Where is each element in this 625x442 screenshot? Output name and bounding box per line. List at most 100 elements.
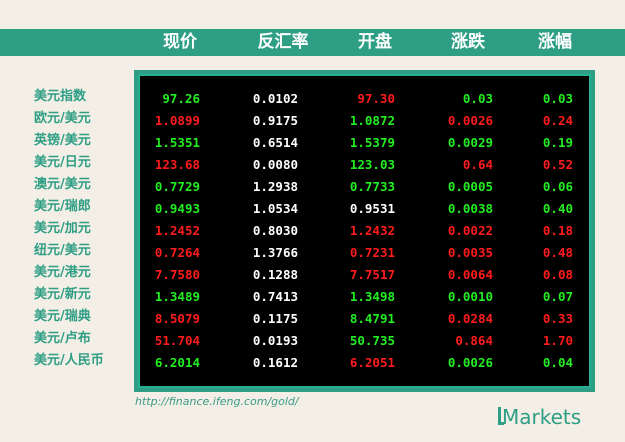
change-value: 0.0064	[447, 267, 493, 282]
price-value: 6.2014	[154, 355, 200, 370]
logo-text: Markets	[502, 405, 582, 429]
change-percent-value: 0.33	[542, 311, 573, 326]
quote-row: 123.68 0.0080 123.03 0.64 0.52	[140, 154, 589, 176]
open-value: 50.735	[349, 333, 395, 348]
open-value: 1.0872	[349, 113, 395, 128]
currency-pair-label: 欧元/美元	[34, 111, 91, 126]
quote-row: 97.26 0.0102 97.30 0.03 0.03	[140, 88, 589, 110]
quote-row: 6.2014 0.1612 6.2051 0.0026 0.04	[140, 352, 589, 374]
price-value: 97.26	[162, 91, 200, 106]
currency-pair-label: 美元/新元	[34, 287, 91, 302]
open-value: 0.7733	[349, 179, 395, 194]
source-link[interactable]: http://finance.ifeng.com/gold/	[135, 395, 299, 408]
change-value: 0.0026	[447, 113, 493, 128]
change-percent-value: 0.08	[542, 267, 573, 282]
currency-pair-label: 美元/日元	[34, 155, 91, 170]
change-value: 0.0005	[447, 179, 493, 194]
change-percent-value: 0.48	[542, 245, 573, 260]
inverse-rate-value: 0.0080	[252, 157, 298, 172]
open-value: 97.30	[357, 91, 395, 106]
change-value: 0.0022	[447, 223, 493, 238]
price-value: 1.3489	[154, 289, 200, 304]
price-value: 1.5351	[154, 135, 200, 150]
change-value: 0.864	[455, 333, 493, 348]
inverse-rate-value: 0.1175	[252, 311, 298, 326]
imarkets-logo: Markets	[494, 404, 594, 432]
price-value: 1.0899	[154, 113, 200, 128]
inverse-rate-value: 0.9175	[252, 113, 298, 128]
inverse-rate-value: 1.3766	[252, 245, 298, 260]
change-percent-value: 0.18	[542, 223, 573, 238]
currency-pair-label: 澳元/美元	[34, 177, 91, 192]
column-header-price: 现价	[163, 32, 197, 52]
change-percent-value: 0.07	[542, 289, 573, 304]
column-header-bar: 现价 反汇率 开盘 涨跌 涨幅	[0, 29, 625, 56]
currency-pair-label: 美元/人民币	[34, 353, 104, 368]
open-value: 7.7517	[349, 267, 395, 282]
price-value: 51.704	[154, 333, 200, 348]
column-header-change-percent: 涨幅	[538, 32, 572, 52]
price-value: 7.7580	[154, 267, 200, 282]
quote-board-screen: 97.26 0.0102 97.30 0.03 0.03 1.0899 0.9175 1.08…	[140, 76, 589, 386]
inverse-rate-value: 1.0534	[252, 201, 298, 216]
price-value: 0.7729	[154, 179, 200, 194]
quote-row: 7.7580 0.1288 7.7517 0.0064 0.08	[140, 264, 589, 286]
change-value: 0.64	[462, 157, 493, 172]
quote-row: 1.2452 0.8030 1.2432 0.0022 0.18	[140, 220, 589, 242]
price-value: 123.68	[154, 157, 200, 172]
currency-pair-label: 美元指数	[34, 89, 87, 104]
inverse-rate-value: 0.1288	[252, 267, 298, 282]
quote-row: 0.9493 1.0534 0.9531 0.0038 0.40	[140, 198, 589, 220]
currency-pair-label: 美元/港元	[34, 265, 91, 280]
column-header-change: 涨跌	[451, 32, 485, 52]
open-value: 8.4791	[349, 311, 395, 326]
open-value: 1.3498	[349, 289, 395, 304]
change-value: 0.0035	[447, 245, 493, 260]
quote-row: 8.5079 0.1175 8.4791 0.0284 0.33	[140, 308, 589, 330]
quote-rows: 97.26 0.0102 97.30 0.03 0.03 1.0899 0.9175 1.08…	[140, 88, 589, 374]
quote-row: 1.5351 0.6514 1.5379 0.0029 0.19	[140, 132, 589, 154]
change-value: 0.0010	[447, 289, 493, 304]
open-value: 1.2432	[349, 223, 395, 238]
change-percent-value: 0.03	[542, 91, 573, 106]
price-value: 0.7264	[154, 245, 200, 260]
currency-pair-label: 纽元/美元	[34, 243, 91, 258]
open-value: 1.5379	[349, 135, 395, 150]
inverse-rate-value: 0.0102	[252, 91, 298, 106]
inverse-rate-value: 0.6514	[252, 135, 298, 150]
open-value: 123.03	[349, 157, 395, 172]
open-value: 0.9531	[349, 201, 395, 216]
quote-row: 51.704 0.0193 50.735 0.864 1.70	[140, 330, 589, 352]
logo-i-bar	[498, 422, 504, 425]
change-percent-value: 0.19	[542, 135, 573, 150]
open-value: 0.7231	[349, 245, 395, 260]
inverse-rate-value: 0.7413	[252, 289, 298, 304]
inverse-rate-value: 0.8030	[252, 223, 298, 238]
change-percent-value: 0.04	[542, 355, 573, 370]
column-header-open: 开盘	[358, 32, 392, 52]
inverse-rate-value: 0.0193	[252, 333, 298, 348]
change-value: 0.0029	[447, 135, 493, 150]
quote-row: 1.0899 0.9175 1.0872 0.0026 0.24	[140, 110, 589, 132]
quote-row: 0.7729 1.2938 0.7733 0.0005 0.06	[140, 176, 589, 198]
quote-board: 97.26 0.0102 97.30 0.03 0.03 1.0899 0.9175 1.08…	[134, 70, 595, 392]
currency-pair-labels: 美元指数欧元/美元英镑/美元美元/日元澳元/美元美元/瑞郎美元/加元纽元/美元美…	[0, 86, 134, 372]
inverse-rate-value: 0.1612	[252, 355, 298, 370]
price-value: 0.9493	[154, 201, 200, 216]
currency-pair-label: 英镑/美元	[34, 133, 91, 148]
quote-row: 0.7264 1.3766 0.7231 0.0035 0.48	[140, 242, 589, 264]
change-percent-value: 0.52	[542, 157, 573, 172]
open-value: 6.2051	[349, 355, 395, 370]
change-value: 0.03	[462, 91, 493, 106]
currency-pair-label: 美元/瑞典	[34, 309, 91, 324]
logo-i-stem	[498, 407, 501, 422]
currency-pair-label: 美元/加元	[34, 221, 91, 236]
change-value: 0.0284	[447, 311, 493, 326]
quote-row: 1.3489 0.7413 1.3498 0.0010 0.07	[140, 286, 589, 308]
inverse-rate-value: 1.2938	[252, 179, 298, 194]
currency-pair-label: 美元/卢布	[34, 331, 91, 346]
change-percent-value: 0.24	[542, 113, 573, 128]
change-percent-value: 0.06	[542, 179, 573, 194]
currency-pair-label: 美元/瑞郎	[34, 199, 91, 214]
price-value: 8.5079	[154, 311, 200, 326]
